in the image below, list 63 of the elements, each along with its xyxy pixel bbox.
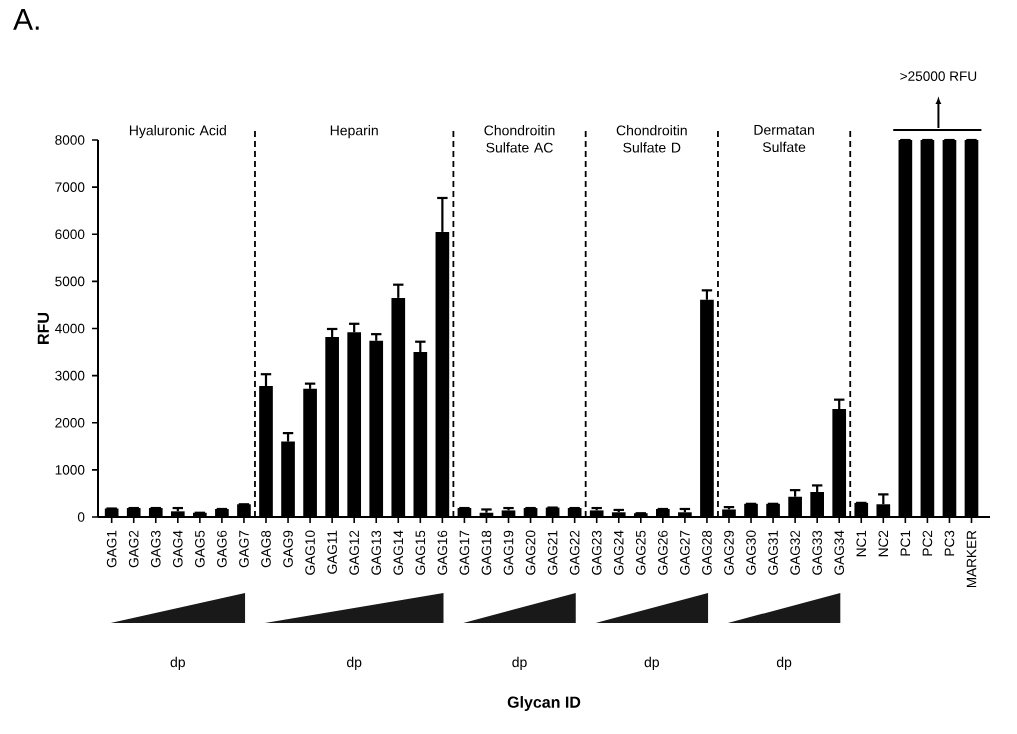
x-tick-label: GAG2 <box>128 530 139 568</box>
y-tick-label: 4000 <box>54 323 85 334</box>
y-tick-label: 3000 <box>55 370 85 381</box>
x-tick-label: GAG34 <box>834 530 845 575</box>
text: Heparin <box>330 125 378 139</box>
y-axis-title: RFU <box>37 313 49 344</box>
y-tick-label: 6000 <box>55 229 85 240</box>
text: dp <box>346 656 362 670</box>
text: dp <box>644 656 659 670</box>
x-tick-label: GAG10 <box>305 530 315 575</box>
x-tick-label: GAG12 <box>349 530 359 575</box>
x-tick-label: GAG5 <box>195 530 205 568</box>
x-tick-label: GAG27 <box>680 530 690 575</box>
x-tick-label: NC1 <box>856 530 867 557</box>
x-tick-label: GAG23 <box>591 530 602 575</box>
x-tick-label: GAG13 <box>371 530 382 575</box>
text: dp <box>512 656 527 670</box>
x-tick-label: GAG11 <box>327 530 337 574</box>
text: Hyaluronic Acid <box>129 125 226 139</box>
x-tick-label: GAG33 <box>812 530 822 575</box>
x-tick-label: GAG1 <box>106 530 117 568</box>
annotation: Dermatan Sulfate <box>754 125 814 153</box>
x-tick-label: GAG15 <box>415 530 426 575</box>
x-tick-label: GAG14 <box>393 530 404 575</box>
x-tick-label: GAG4 <box>172 530 183 568</box>
x-tick-label: MARKER <box>966 530 977 588</box>
y-tick-label: 0 <box>77 512 85 522</box>
x-tick-label: GAG6 <box>217 530 227 568</box>
text: Glycan ID <box>507 696 581 711</box>
x-tick-label: GAG29 <box>724 530 734 575</box>
x-tick-label: GAG3 <box>150 530 161 568</box>
x-tick-label: GAG25 <box>635 530 646 575</box>
y-tick-label: 7000 <box>55 182 85 192</box>
chart-title: A. <box>13 9 39 30</box>
x-tick-label: GAG30 <box>746 530 756 575</box>
annotation: Chondroitin Sulfate AC <box>484 125 555 153</box>
y-tick-label: 2000 <box>55 417 85 428</box>
x-tick-label: GAG8 <box>261 530 271 568</box>
x-tick-label: PC3 <box>944 530 955 556</box>
x-tick-label: PC1 <box>900 530 911 556</box>
text: dp <box>170 656 185 670</box>
x-tick-label: GAG17 <box>459 530 470 575</box>
y-tick-label: 5000 <box>55 276 85 287</box>
x-tick-label: GAG7 <box>239 530 249 568</box>
x-tick-label: GAG32 <box>790 530 800 575</box>
x-tick-label: NC2 <box>878 530 889 557</box>
annotation: Chondroitin Sulfate D <box>616 125 687 153</box>
y-tick-label: 1000 <box>55 465 85 475</box>
x-tick-label: GAG22 <box>569 530 580 575</box>
x-tick-label: GAG31 <box>768 530 778 575</box>
x-tick-label: GAG24 <box>613 530 624 575</box>
text: dp <box>776 656 792 670</box>
x-tick-label: GAG9 <box>283 530 293 568</box>
x-tick-label: GAG28 <box>702 530 712 575</box>
x-tick-label: PC2 <box>922 530 933 556</box>
x-tick-label: GAG21 <box>547 530 558 575</box>
x-tick-label: GAG19 <box>503 530 514 575</box>
x-tick-label: GAG18 <box>481 530 492 575</box>
x-tick-label: GAG20 <box>525 530 536 575</box>
x-tick-label: GAG26 <box>658 530 668 575</box>
x-tick-label: GAG16 <box>437 530 448 575</box>
y-tick-label: 8000 <box>55 135 85 145</box>
text: >25000 RFU <box>900 71 977 81</box>
